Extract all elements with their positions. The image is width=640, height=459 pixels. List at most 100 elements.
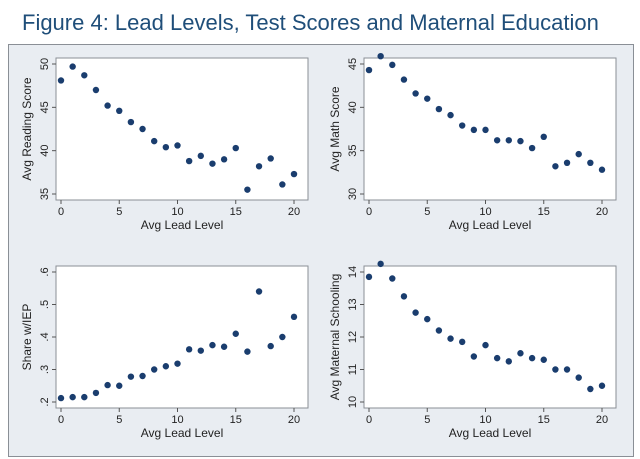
data-point (220, 156, 228, 163)
data-point (505, 358, 512, 365)
chart-panel-3: 0 5 10 15 20 .2 .3 .4 .5 .6 Avg Lead Level Share w/… (18, 258, 316, 448)
x-tick-label: 5 (424, 206, 430, 218)
data-point (365, 66, 373, 74)
y-tick-label: 13 (347, 298, 359, 310)
data-point (459, 338, 466, 346)
data-point (197, 347, 204, 354)
data-point (127, 373, 135, 380)
x-tick-label: 20 (288, 414, 300, 426)
chart-panel-2: 0 5 10 15 20 30 35 40 45 Avg Lead Level Avg Math S… (326, 50, 624, 240)
data-point (598, 382, 606, 389)
data-point (528, 354, 536, 362)
data-point (517, 137, 524, 145)
data-point (377, 260, 384, 268)
y-tick-label: .3 (39, 365, 51, 374)
data-point (220, 343, 228, 350)
x-tick-label: 5 (424, 414, 430, 426)
y-tick-label: .2 (39, 397, 51, 406)
data-point (587, 385, 594, 393)
figure-title: Figure 4: Lead Levels, Test Scores and M… (22, 10, 599, 35)
data-point (162, 144, 170, 151)
x-tick-label: 0 (58, 206, 64, 218)
data-point (92, 86, 100, 94)
y-tick-label: 10 (347, 396, 359, 408)
data-point (57, 77, 65, 84)
y-axis-label: Share w/IEP (20, 304, 34, 371)
x-tick-label: 5 (116, 414, 122, 426)
x-axis-label: Avg Lead Level (449, 218, 532, 232)
y-tick-label: 11 (347, 364, 359, 375)
x-tick-label: 15 (230, 414, 242, 426)
y-tick-label: .4 (39, 332, 51, 341)
plot-area (363, 265, 617, 409)
x-tick-label: 20 (288, 206, 300, 218)
data-point (255, 163, 263, 170)
data-point (563, 159, 571, 166)
data-point (174, 142, 181, 149)
data-point (505, 137, 512, 144)
data-point (162, 363, 170, 370)
data-point (493, 354, 501, 362)
x-tick-label: 15 (538, 414, 550, 426)
data-point (563, 366, 571, 373)
data-point (139, 372, 146, 380)
x-tick-label: 10 (171, 414, 183, 426)
data-point (290, 313, 298, 321)
data-point (435, 105, 443, 113)
data-point (447, 111, 454, 119)
data-point (185, 157, 193, 165)
data-point (598, 166, 606, 173)
data-point (81, 72, 88, 79)
data-point (412, 90, 419, 97)
data-point (174, 360, 181, 367)
data-point (400, 76, 408, 83)
data-point (447, 335, 454, 342)
data-point (151, 137, 158, 145)
data-point (244, 186, 251, 193)
x-tick-label: 0 (58, 414, 64, 426)
x-tick-label: 10 (479, 206, 491, 218)
data-point (244, 348, 251, 355)
data-point (377, 53, 384, 60)
data-point (575, 374, 582, 381)
x-tick-label: 15 (230, 206, 242, 218)
data-point (197, 152, 204, 160)
data-point (540, 356, 547, 363)
x-tick-label: 15 (538, 206, 550, 218)
data-point (424, 95, 431, 102)
data-point (116, 382, 123, 389)
y-axis-label: Avg Maternal Schooling (328, 274, 342, 401)
data-point (412, 309, 419, 316)
data-point (389, 275, 396, 282)
chart-panel-1: 0 5 10 15 20 35 40 45 50 Avg Lead Level Avg Readin… (18, 50, 316, 240)
data-point (279, 333, 286, 341)
data-point (69, 393, 76, 401)
data-point (400, 293, 408, 300)
plot-area (55, 265, 309, 409)
data-point (459, 122, 466, 129)
y-tick-label: 45 (347, 58, 359, 70)
x-tick-label: 10 (479, 414, 491, 426)
data-point (290, 170, 298, 178)
data-point (127, 118, 135, 126)
y-tick-label: 14 (347, 266, 359, 278)
data-point (424, 315, 431, 323)
data-point (540, 133, 547, 140)
data-point (232, 144, 239, 152)
x-tick-label: 0 (366, 206, 372, 218)
x-tick-label: 20 (596, 414, 608, 426)
chart-panel-4: 0 5 10 15 20 10 11 12 13 14 Avg Lead Level Avg Mate… (326, 258, 624, 448)
data-point (528, 144, 536, 152)
data-point (482, 126, 489, 134)
y-tick-label: 12 (347, 331, 359, 343)
data-point (470, 126, 478, 134)
data-point (81, 393, 88, 401)
data-point (69, 63, 76, 70)
data-point (389, 61, 396, 69)
data-point (232, 330, 239, 337)
x-tick-label: 10 (171, 206, 183, 218)
y-tick-label: .6 (39, 267, 51, 276)
y-tick-label: 45 (39, 101, 51, 113)
y-axis-label: Avg Reading Score (20, 77, 34, 181)
